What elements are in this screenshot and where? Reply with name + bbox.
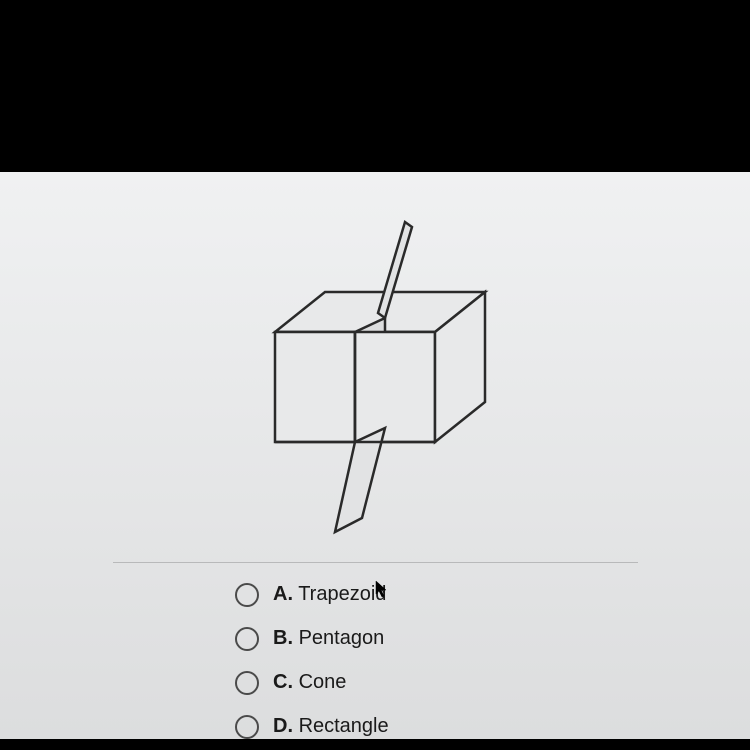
answer-options: A. Trapezoid B. Pentagon C. Cone D. Rect… [235, 583, 515, 739]
option-a-text: Trapezoid [298, 583, 386, 605]
option-d-text: Rectangle [299, 715, 389, 737]
option-d[interactable]: D. Rectangle [235, 715, 389, 739]
option-a-letter: A. [273, 583, 293, 605]
top-black-strip [0, 0, 750, 172]
bottom-black-strip [0, 739, 750, 750]
prism-left-front [275, 332, 355, 442]
option-b-letter: B. [273, 627, 293, 649]
option-b[interactable]: B. Pentagon [235, 627, 384, 651]
radio-a[interactable] [235, 583, 259, 607]
option-b-text: Pentagon [299, 627, 385, 649]
option-d-label: D. Rectangle [273, 715, 389, 738]
option-c-label: C. Cone [273, 671, 346, 694]
option-a[interactable]: A. Trapezoid [235, 583, 386, 607]
option-c-letter: C. [273, 671, 293, 693]
radio-d[interactable] [235, 715, 259, 739]
radio-b[interactable] [235, 627, 259, 651]
mouse-cursor-icon [375, 580, 389, 598]
cross-section-diagram [205, 202, 545, 542]
option-a-label: A. Trapezoid [273, 583, 386, 606]
prism-right-front [355, 332, 435, 442]
option-b-label: B. Pentagon [273, 627, 384, 650]
option-c-text: Cone [299, 671, 347, 693]
plane-bottom [335, 428, 385, 532]
divider-line [113, 562, 638, 563]
option-d-letter: D. [273, 715, 293, 737]
radio-c[interactable] [235, 671, 259, 695]
prism-plane-svg [205, 202, 545, 542]
option-c[interactable]: C. Cone [235, 671, 346, 695]
content-area: A. Trapezoid B. Pentagon C. Cone D. Rect… [0, 172, 750, 739]
